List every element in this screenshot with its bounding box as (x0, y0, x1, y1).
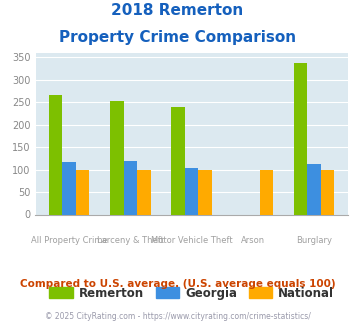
Bar (198, 170, 212, 215)
Bar (185, 168, 198, 214)
Bar (110, 101, 124, 214)
Bar (307, 164, 321, 214)
Bar (171, 107, 185, 214)
Bar (76, 170, 89, 215)
Bar (62, 162, 76, 214)
Text: Compared to U.S. average. (U.S. average equals 100): Compared to U.S. average. (U.S. average … (20, 279, 335, 289)
Text: Property Crime Comparison: Property Crime Comparison (59, 30, 296, 45)
Text: Burglary: Burglary (296, 236, 332, 245)
Bar (124, 161, 137, 214)
Text: Motor Vehicle Theft: Motor Vehicle Theft (151, 236, 233, 245)
Text: Arson: Arson (241, 236, 265, 245)
Bar (137, 170, 151, 215)
Bar (321, 170, 334, 215)
Legend: Remerton, Georgia, National: Remerton, Georgia, National (44, 282, 339, 304)
Text: © 2025 CityRating.com - https://www.cityrating.com/crime-statistics/: © 2025 CityRating.com - https://www.city… (45, 312, 310, 321)
Bar (294, 63, 307, 214)
Text: All Property Crime: All Property Crime (31, 236, 108, 245)
Text: 2018 Remerton: 2018 Remerton (111, 3, 244, 18)
Text: Larceny & Theft: Larceny & Theft (97, 236, 164, 245)
Bar (260, 170, 273, 215)
Bar (49, 95, 62, 214)
